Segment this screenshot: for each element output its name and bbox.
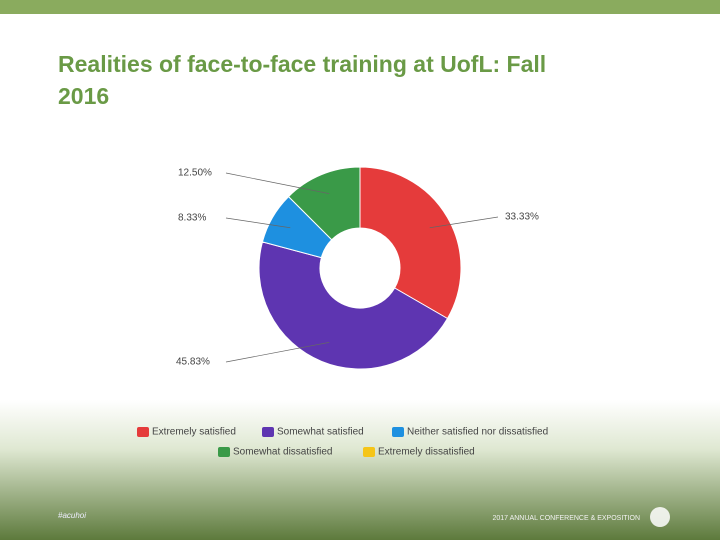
legend-swatch: [262, 427, 274, 437]
leader-line: [225, 342, 330, 363]
legend-label: Neither satisfied nor dissatisfied: [407, 427, 548, 438]
value-label: 8.33%: [178, 213, 206, 224]
event-name: 2017 ANNUAL CONFERENCE & EXPOSITION: [492, 515, 640, 522]
slice: [359, 166, 462, 320]
value-label: 33.33%: [505, 212, 539, 223]
legend-swatch: [392, 427, 404, 437]
legend-label: Extremely dissatisfied: [378, 447, 475, 458]
value-label: 12.50%: [178, 168, 212, 179]
footer-backdrop: [0, 400, 720, 540]
legend-swatch: [363, 447, 375, 457]
logo: [650, 507, 670, 527]
leader-line: [225, 217, 291, 229]
legend-label: Somewhat dissatisfied: [233, 447, 333, 458]
legend-label: Extremely satisfied: [152, 427, 236, 438]
legend-label: Somewhat satisfied: [277, 427, 364, 438]
value-label: 45.83%: [176, 357, 210, 368]
slice: [258, 241, 449, 370]
top-bar: [0, 0, 720, 14]
leader-line: [429, 216, 499, 229]
slice: [287, 166, 361, 241]
legend-swatch: [137, 427, 149, 437]
chart-title: Realities of face-to-face training at Uo…: [58, 51, 546, 109]
leader-line: [225, 172, 330, 194]
legend-swatch: [218, 447, 230, 457]
hashtag: #acuhoi: [58, 511, 86, 520]
